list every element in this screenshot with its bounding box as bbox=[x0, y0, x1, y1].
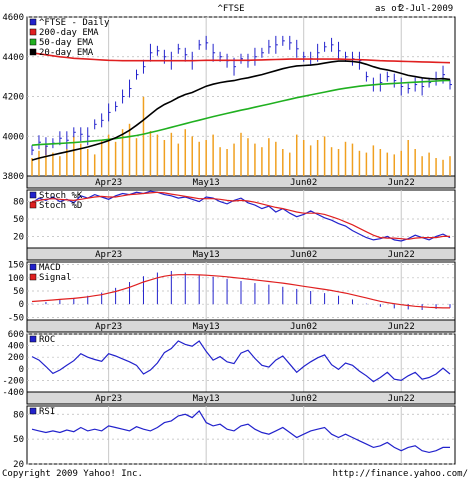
x-tick-label: May13 bbox=[193, 322, 220, 332]
panel-1: 20 50 80 Apr23 May13 Jun02 Jun22 Stoch %KStoch … bbox=[13, 189, 456, 261]
series-line bbox=[31, 52, 451, 64]
x-tick-label: Jun02 bbox=[290, 394, 317, 404]
legend-label: MACD bbox=[39, 263, 61, 273]
y-tick-label: 80 bbox=[13, 410, 24, 420]
y-tick-label: 20 bbox=[13, 460, 24, 470]
asof-date: 2-Jul-2009 bbox=[399, 4, 453, 14]
legend-label: RSI bbox=[39, 407, 55, 417]
x-tick-label: Jun02 bbox=[290, 322, 317, 332]
y-tick-label: 200 bbox=[8, 353, 24, 363]
y-tick-label: 4200 bbox=[2, 93, 24, 103]
panel-0: 3800 4000 4200 4400 4600 Apr23 May13 Jun02 Jun22… bbox=[2, 13, 456, 189]
panel-frame bbox=[26, 333, 456, 393]
date-axis-band bbox=[26, 391, 456, 405]
x-tick-label: Jun22 bbox=[388, 250, 415, 260]
legend-label: Signal bbox=[39, 273, 72, 283]
x-tick-label: Jun02 bbox=[290, 178, 317, 188]
y-tick-label: 150 bbox=[8, 261, 24, 271]
y-tick-label: -400 bbox=[2, 388, 24, 398]
legend-swatch bbox=[29, 18, 37, 26]
y-tick-label: 80 bbox=[13, 198, 24, 208]
x-tick-label: Jun02 bbox=[290, 250, 317, 260]
x-tick-label: Apr23 bbox=[95, 322, 122, 332]
x-tick-label: Apr23 bbox=[95, 250, 122, 260]
x-tick-label: Apr23 bbox=[95, 394, 122, 404]
x-tick-label: Jun22 bbox=[388, 178, 415, 188]
y-tick-label: 20 bbox=[13, 232, 24, 242]
y-tick-label: 50 bbox=[13, 435, 24, 445]
legend-label: Stoch %D bbox=[39, 201, 82, 211]
y-tick-label: 0 bbox=[19, 300, 24, 310]
y-tick-label: 3800 bbox=[2, 172, 24, 182]
legend-label: Stoch %K bbox=[39, 191, 83, 201]
legend-swatch bbox=[29, 273, 37, 281]
x-tick-label: May13 bbox=[193, 250, 220, 260]
legend-swatch bbox=[29, 335, 37, 343]
copyright-text: Copyright 2009 Yahoo! Inc. bbox=[2, 469, 143, 479]
series-line bbox=[31, 410, 450, 454]
y-tick-label: 4400 bbox=[2, 53, 24, 63]
x-tick-label: May13 bbox=[193, 394, 220, 404]
series-line bbox=[31, 79, 451, 146]
y-tick-label: 4600 bbox=[2, 13, 24, 23]
legend-swatch bbox=[29, 263, 37, 271]
source-url: http://finance.yahoo.com/ bbox=[333, 469, 468, 479]
legend-swatch bbox=[29, 201, 37, 209]
panel-frame bbox=[26, 405, 456, 465]
legend-label: 50-day EMA bbox=[39, 38, 94, 48]
y-tick-label: 600 bbox=[8, 330, 24, 340]
date-axis-band bbox=[26, 319, 456, 333]
legend-swatch bbox=[29, 407, 37, 415]
legend-label: ^FTSE - Daily bbox=[39, 18, 110, 28]
panel-2: -50 0 50 100 150 Apr23 May13 Jun02 Jun22 MACDSign… bbox=[8, 261, 456, 333]
x-tick-label: Apr23 bbox=[95, 178, 122, 188]
legend-label: ROC bbox=[39, 335, 55, 345]
x-tick-label: May13 bbox=[193, 178, 220, 188]
asof-label: as of bbox=[375, 4, 402, 14]
legend-label: 20-day EMA bbox=[39, 48, 94, 58]
y-tick-label: 50 bbox=[13, 287, 24, 297]
y-tick-label: 400 bbox=[8, 342, 24, 352]
date-axis-band bbox=[26, 247, 456, 261]
y-tick-label: 4000 bbox=[2, 132, 24, 142]
panel-4: 20 50 80 RSI bbox=[13, 405, 456, 470]
y-tick-label: -50 bbox=[8, 313, 24, 323]
series-line bbox=[31, 340, 451, 383]
legend-label: 200-day EMA bbox=[39, 28, 99, 38]
series-line bbox=[31, 60, 451, 161]
series-line bbox=[31, 274, 450, 309]
y-tick-label: 0 bbox=[19, 365, 24, 375]
y-tick-label: 50 bbox=[13, 215, 24, 225]
legend-swatch bbox=[29, 48, 37, 56]
legend-swatch bbox=[29, 191, 37, 199]
x-tick-label: Jun22 bbox=[388, 394, 415, 404]
y-tick-label: 100 bbox=[8, 274, 24, 284]
x-tick-label: Jun22 bbox=[388, 322, 415, 332]
legend-swatch bbox=[29, 28, 37, 36]
legend-swatch bbox=[29, 38, 37, 46]
chart-title: ^FTSE bbox=[217, 4, 244, 14]
series-line bbox=[31, 191, 450, 240]
y-tick-label: -200 bbox=[2, 376, 24, 386]
